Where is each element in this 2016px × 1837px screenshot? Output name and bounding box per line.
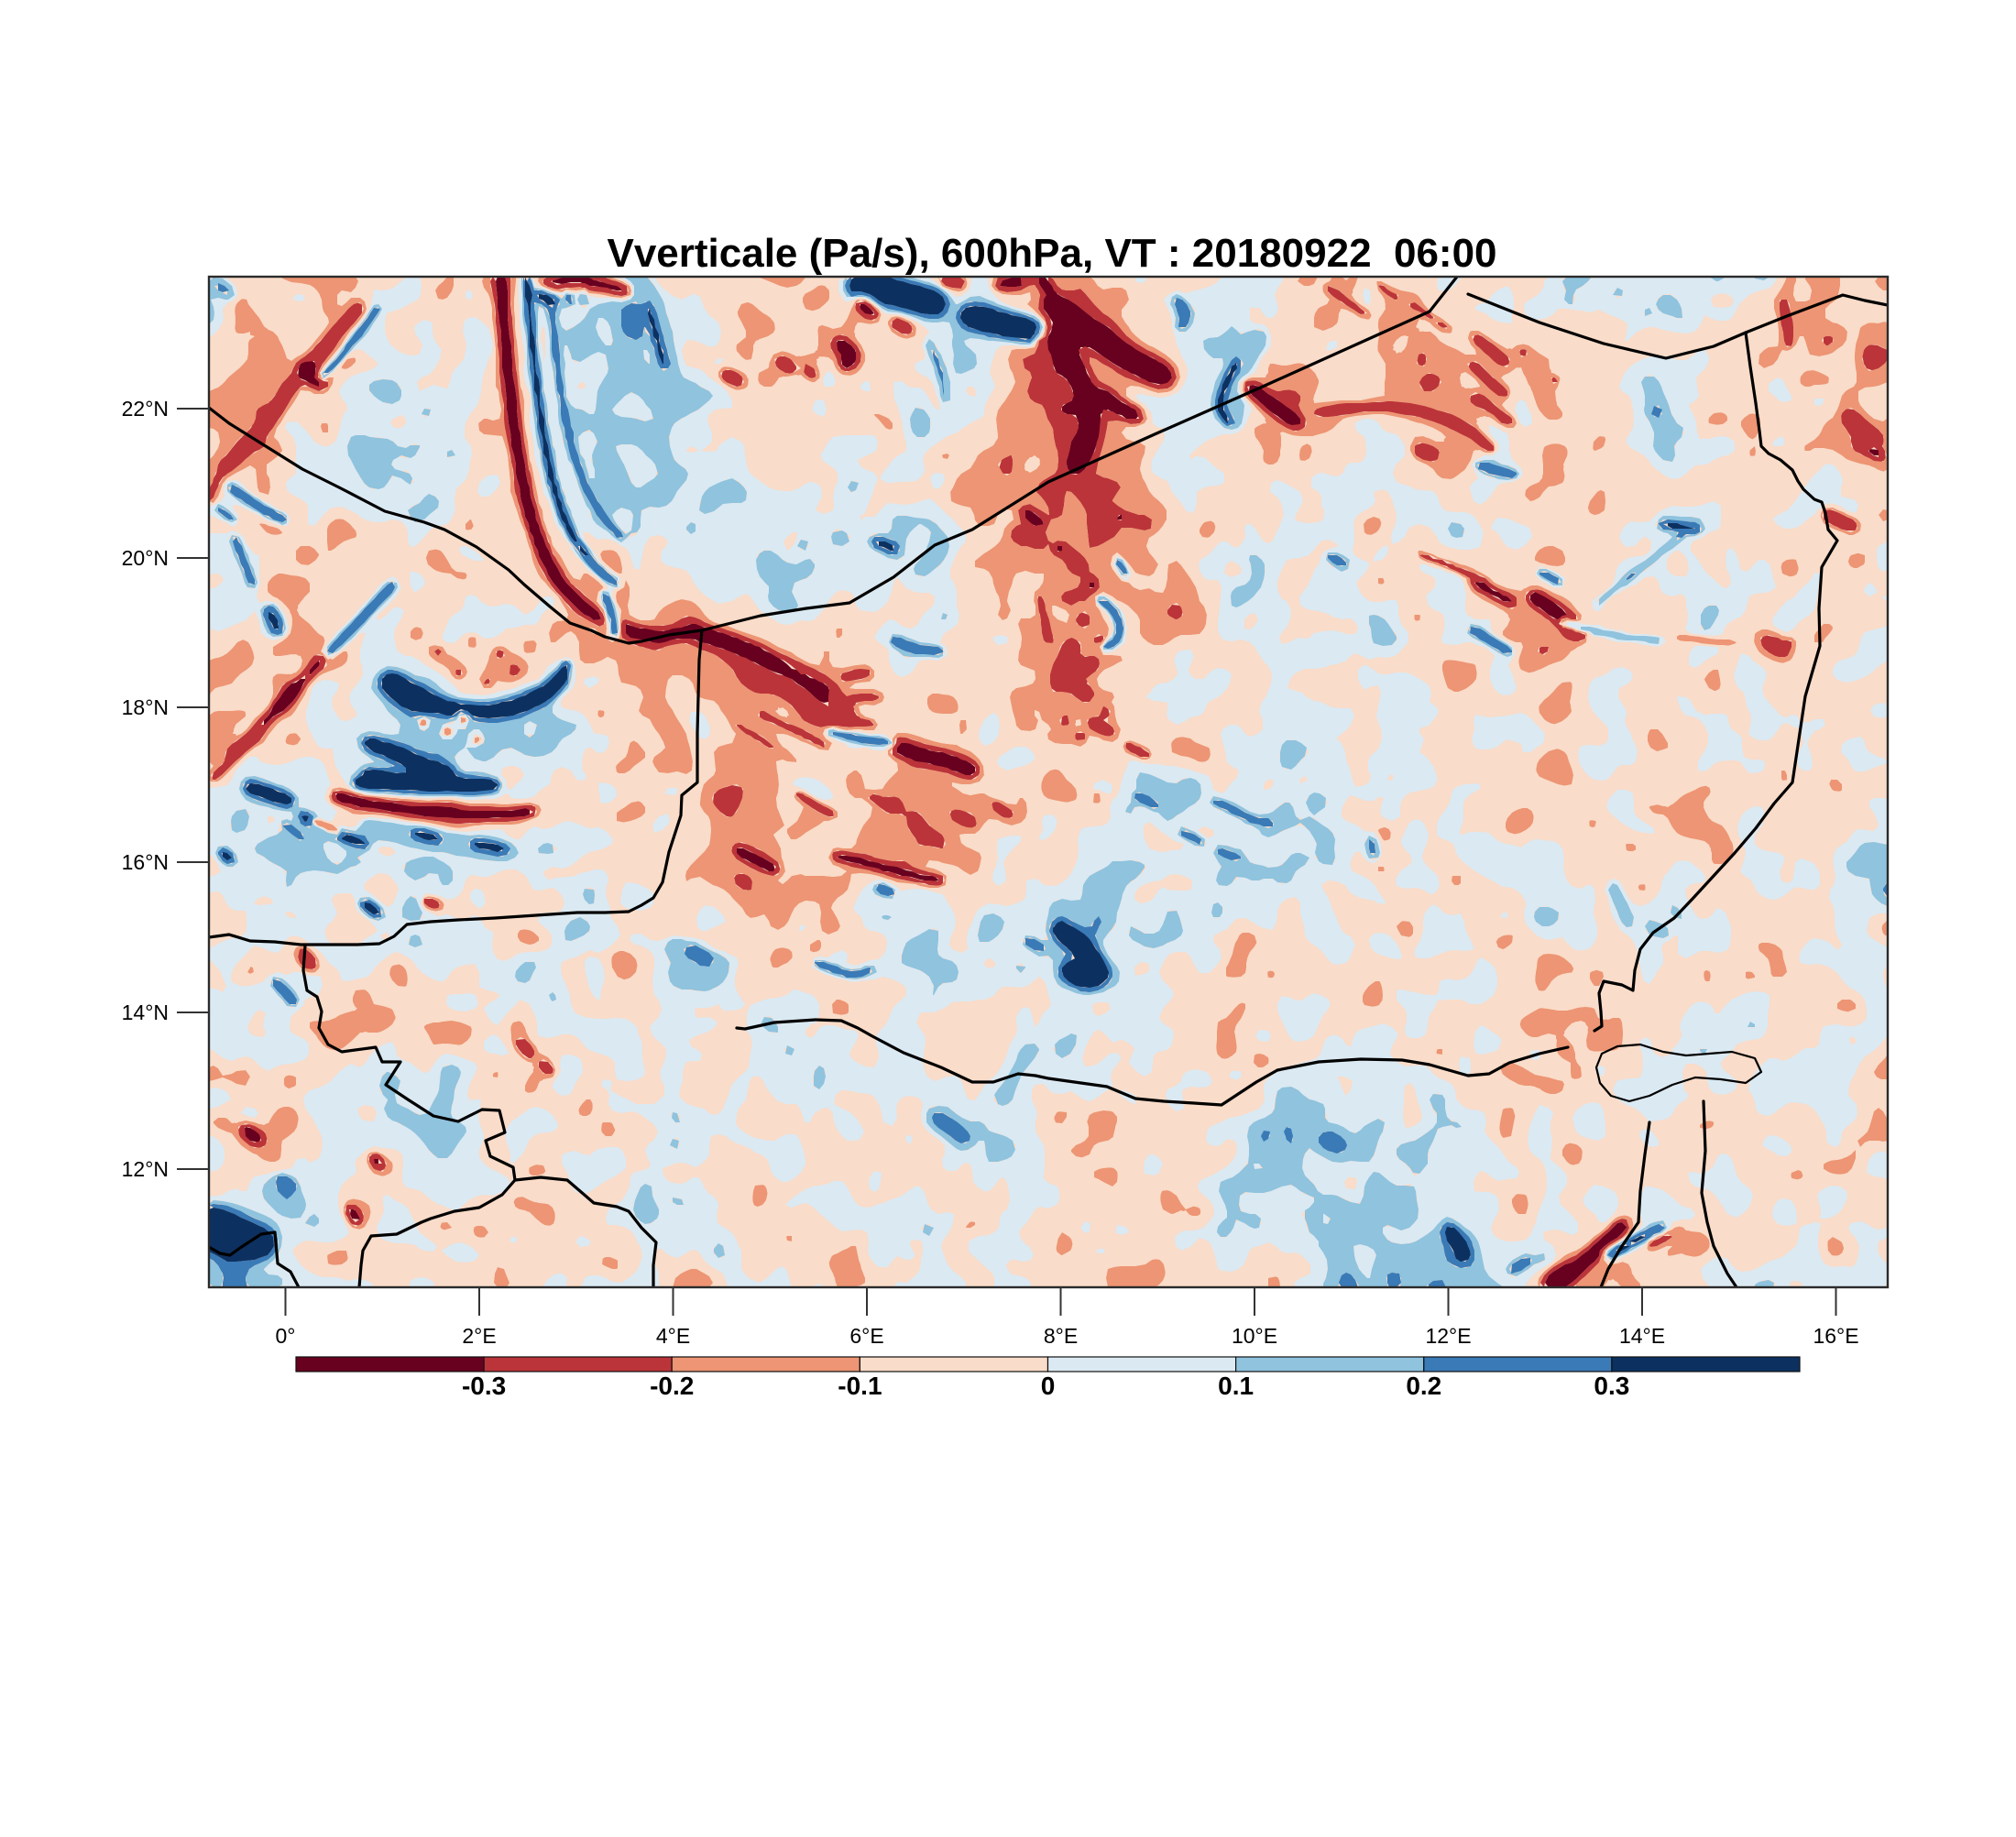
svg-text:16°N: 16°N <box>122 850 169 874</box>
svg-text:0: 0 <box>1041 1372 1056 1400</box>
svg-text:0.3: 0.3 <box>1594 1372 1629 1400</box>
svg-text:-0.2: -0.2 <box>650 1372 694 1400</box>
svg-text:8°E: 8°E <box>1044 1324 1078 1348</box>
svg-text:0°: 0° <box>276 1324 296 1348</box>
svg-text:12°N: 12°N <box>122 1157 169 1181</box>
svg-text:14°E: 14°E <box>1619 1324 1665 1348</box>
svg-text:14°N: 14°N <box>122 1001 169 1024</box>
svg-text:6°E: 6°E <box>849 1324 883 1348</box>
svg-text:10°E: 10°E <box>1232 1324 1277 1348</box>
svg-text:0.2: 0.2 <box>1406 1372 1441 1400</box>
svg-text:12°E: 12°E <box>1425 1324 1471 1348</box>
svg-text:-0.1: -0.1 <box>838 1372 882 1400</box>
svg-text:Vverticale (Pa/s), 600hPa, VT: Vverticale (Pa/s), 600hPa, VT : 20180922… <box>607 231 1496 276</box>
svg-text:4°E: 4°E <box>656 1324 690 1348</box>
svg-text:-0.3: -0.3 <box>462 1372 506 1400</box>
svg-text:20°N: 20°N <box>122 546 169 570</box>
svg-text:18°N: 18°N <box>122 695 169 719</box>
svg-text:22°N: 22°N <box>122 397 169 421</box>
svg-text:0.1: 0.1 <box>1218 1372 1254 1400</box>
svg-text:2°E: 2°E <box>462 1324 496 1348</box>
svg-text:16°E: 16°E <box>1813 1324 1858 1348</box>
